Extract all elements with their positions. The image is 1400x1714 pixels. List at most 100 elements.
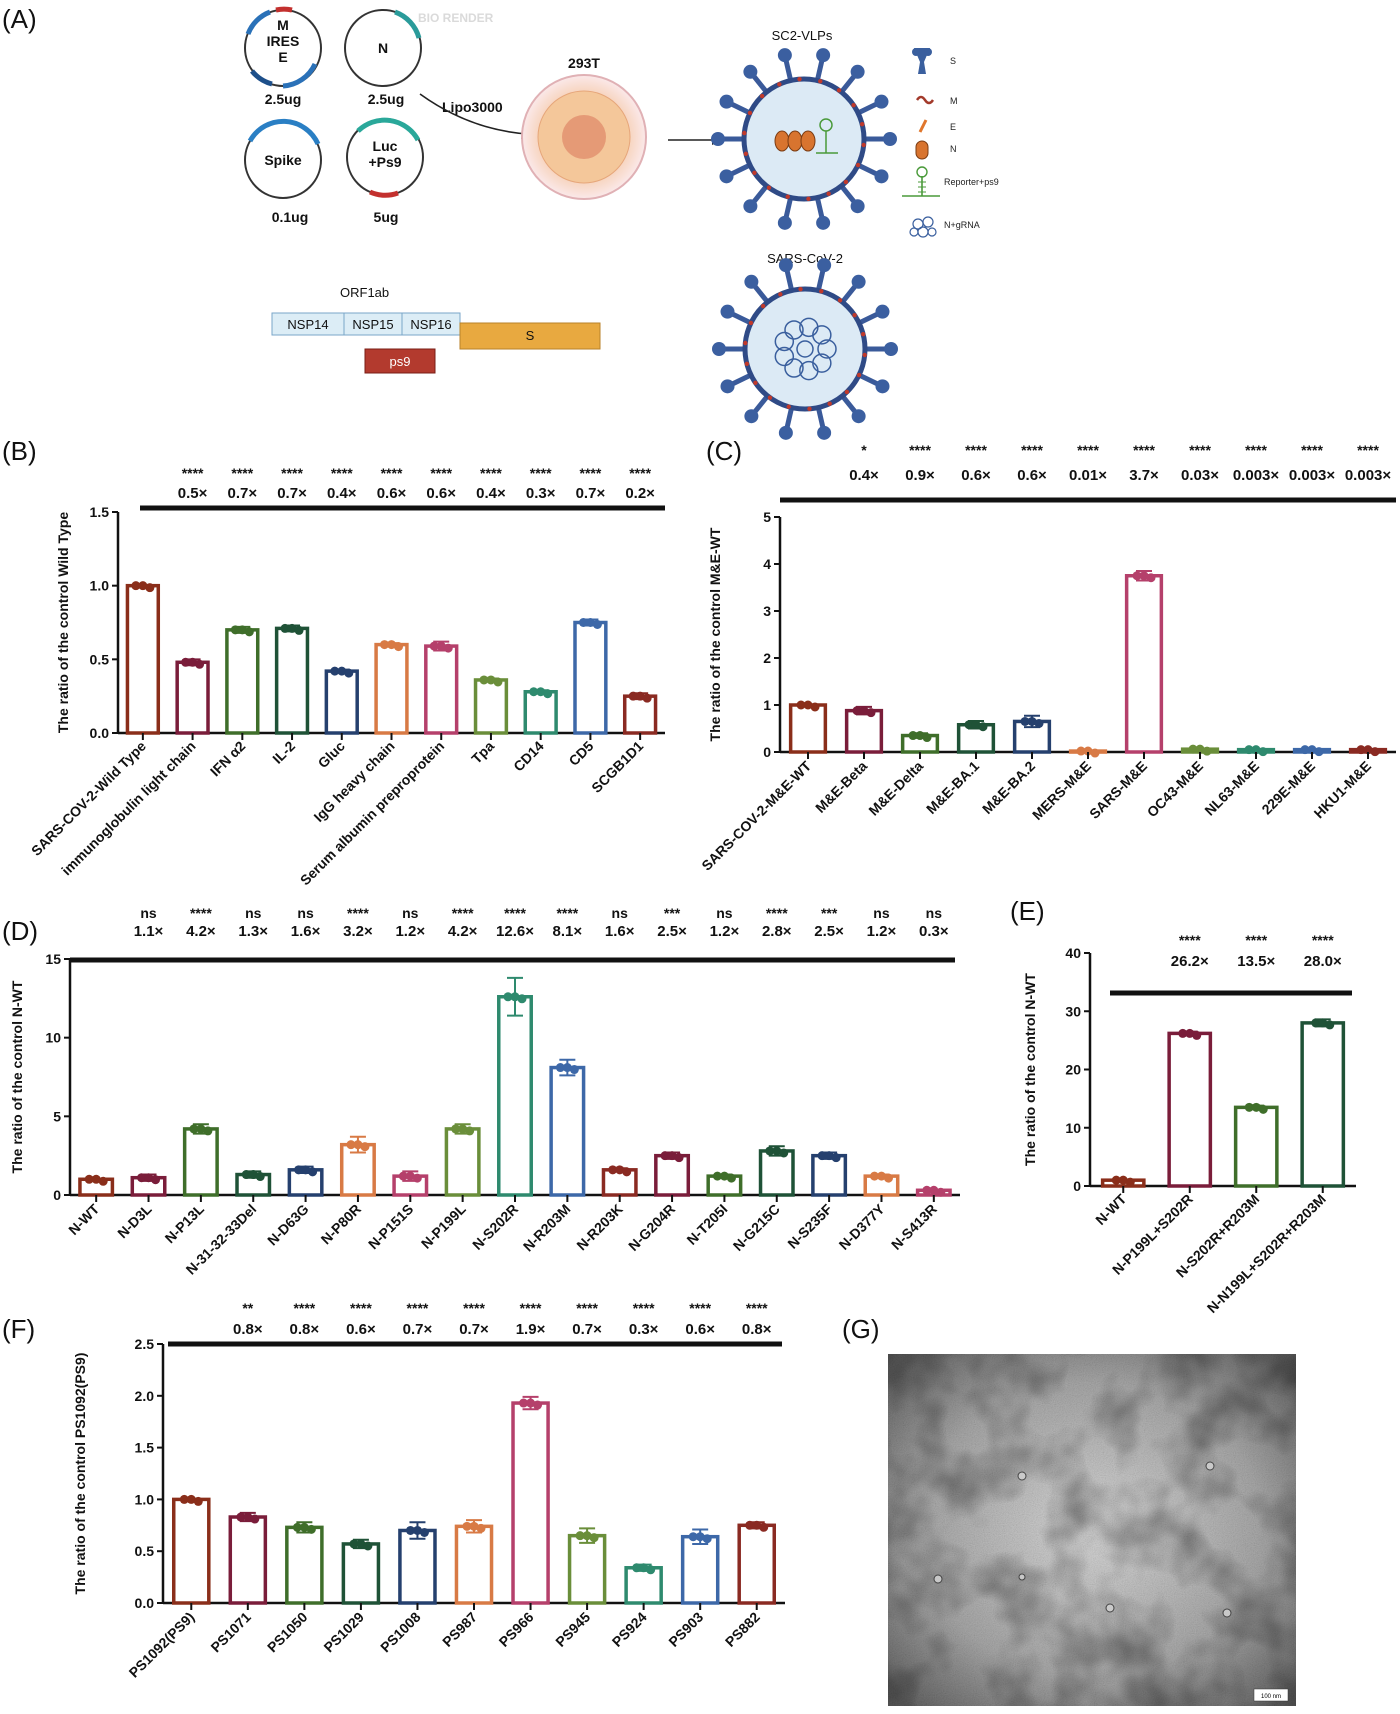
fold-change-label: 0.003× xyxy=(1345,467,1392,484)
category-label: NL63-M&E xyxy=(1201,758,1262,819)
replicate-point xyxy=(510,992,520,1002)
fold-change-label: 1.2× xyxy=(710,923,740,940)
replicate-point xyxy=(144,1173,154,1183)
orf-seg-ps9: ps9 xyxy=(390,354,411,369)
plasmid-4-name: Luc +Ps9 xyxy=(368,138,401,170)
y-tick-label: 1.5 xyxy=(135,1440,155,1456)
bar xyxy=(622,694,658,735)
orf-seg-nsp15: NSP15 xyxy=(352,317,393,332)
bar xyxy=(374,642,409,735)
replicate-point xyxy=(543,689,553,699)
plasmid-m-ires-e: M IRES E 2.5ug xyxy=(244,6,322,107)
category-label: M&E-Beta xyxy=(812,758,870,816)
fold-change-label: 0.3× xyxy=(526,485,556,502)
spike-icon xyxy=(912,48,932,74)
replicate-point xyxy=(429,641,439,651)
legend-s-label: S xyxy=(950,56,956,66)
fold-change-label: 0.8× xyxy=(742,1321,772,1338)
replicate-point xyxy=(1125,1177,1135,1187)
293t-cell xyxy=(521,74,647,200)
category-label: IL-2 xyxy=(269,738,298,767)
replicate-point xyxy=(712,1171,722,1181)
replicate-point xyxy=(138,581,148,591)
chart-f: 0.0 0.5 1.0 1.5 2.0 2.5 The ratio of the contr… xyxy=(72,1300,785,1681)
replicate-point xyxy=(719,1171,729,1181)
replicate-point xyxy=(978,722,988,732)
significance-label: **** xyxy=(629,465,651,481)
replicate-point xyxy=(443,643,453,653)
replicate-point xyxy=(660,1151,670,1161)
significance-label: ns xyxy=(140,905,157,921)
virus-title: SARS-CoV-2 xyxy=(767,251,843,266)
replicate-point xyxy=(479,675,489,685)
category-label: PS1008 xyxy=(377,1609,424,1656)
legend-spike: S xyxy=(912,48,956,74)
replicate-point xyxy=(306,1524,316,1534)
category-label: OC43-M&E xyxy=(1144,758,1206,820)
replicate-point xyxy=(493,677,503,687)
cell-label: 293T xyxy=(568,55,600,71)
m-protein-icon xyxy=(915,95,935,105)
significance-label: ns xyxy=(926,905,943,921)
replicate-point xyxy=(179,1494,189,1504)
fold-change-label: 1.6× xyxy=(605,923,635,940)
bar xyxy=(573,620,608,735)
replicate-point xyxy=(330,666,340,676)
y-tick-label: 3 xyxy=(763,603,771,619)
significance-label: **** xyxy=(1245,442,1267,458)
replicate-point xyxy=(236,1512,246,1522)
replicate-point xyxy=(883,1173,893,1183)
replicate-point xyxy=(419,1527,429,1537)
category-label: N-T205I xyxy=(683,1201,730,1248)
replicate-point xyxy=(1118,1175,1128,1185)
orf-label: ORF1ab xyxy=(340,285,389,300)
category-label: HKU1-M&E xyxy=(1311,758,1375,822)
category-label: PS987 xyxy=(439,1609,480,1650)
fold-change-label: 0.7× xyxy=(576,485,606,502)
fold-change-label: 1.9× xyxy=(516,1321,546,1338)
y-tick-label: 2.5 xyxy=(135,1336,155,1352)
replicate-point xyxy=(810,702,820,712)
replicate-point xyxy=(831,1153,841,1163)
replicate-point xyxy=(353,1140,363,1150)
replicate-point xyxy=(1202,746,1212,756)
legend-n-label: N xyxy=(950,144,957,154)
plasmid-1-name: M IRES E xyxy=(267,17,300,65)
replicate-point xyxy=(203,1126,213,1136)
replicate-point xyxy=(922,1185,932,1195)
legend-n: N xyxy=(915,140,957,160)
bar xyxy=(341,1542,381,1605)
bar xyxy=(511,1401,550,1605)
bar xyxy=(549,1065,586,1197)
significance-label: ** xyxy=(242,1300,253,1316)
significance-label: **** xyxy=(1301,442,1323,458)
fold-change-label: 0.3× xyxy=(919,923,949,940)
y-tick-label: 30 xyxy=(1065,1003,1081,1019)
bar xyxy=(1124,574,1164,754)
replicate-point xyxy=(575,1531,585,1541)
significance-label: **** xyxy=(576,1300,598,1316)
transfection-arrow xyxy=(419,93,529,135)
n-protein-icon xyxy=(915,140,929,160)
replicate-point xyxy=(1034,718,1044,728)
bar xyxy=(1233,1105,1279,1188)
significance-label: ns xyxy=(402,905,419,921)
replicate-point xyxy=(667,1151,677,1161)
chart-d: 0 5 10 15 The ratio of the control N-WT N-WT N… xyxy=(9,905,960,1278)
bar xyxy=(811,1153,848,1197)
category-label: PS1092(PS9) xyxy=(126,1609,198,1681)
y-axis-label: The ratio of the control M&E-WT xyxy=(707,527,723,741)
replicate-point xyxy=(555,1063,565,1073)
fold-change-label: 8.1× xyxy=(553,923,583,940)
fold-change-label: 1.2× xyxy=(867,923,897,940)
significance-label: **** xyxy=(1179,932,1201,948)
legend-e-label: E xyxy=(950,122,956,132)
replicate-point xyxy=(964,720,974,730)
y-tick-label: 40 xyxy=(1065,945,1081,961)
y-tick-label: 5 xyxy=(763,509,771,525)
significance-label: ns xyxy=(716,905,733,921)
fold-change-label: 0.9× xyxy=(905,467,935,484)
replicate-point xyxy=(181,657,191,667)
bar xyxy=(274,626,310,735)
replicate-point xyxy=(688,1532,698,1542)
